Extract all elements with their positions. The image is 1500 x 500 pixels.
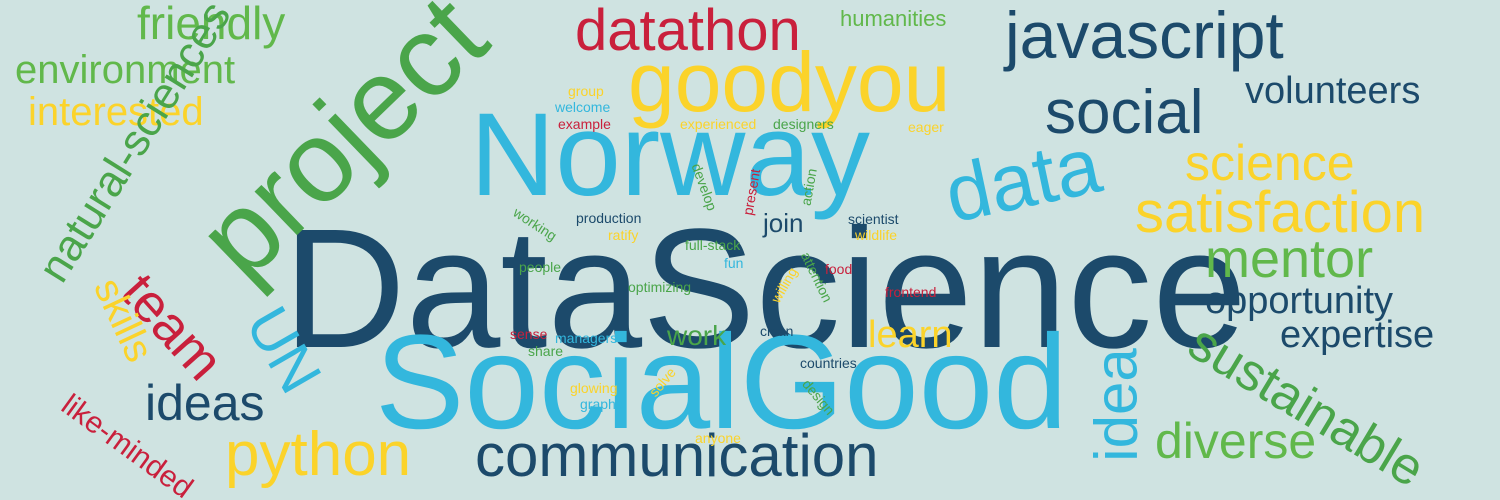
word-volunteers: volunteers (1245, 70, 1421, 112)
word-optimizing: optimizing (628, 279, 692, 295)
word-friendly: friendly (137, 0, 286, 49)
word-clean: clean (760, 323, 794, 339)
word-mentor: mentor (1205, 229, 1374, 289)
word-idea: idea (1082, 348, 1150, 462)
word-welcome: welcome (555, 99, 611, 115)
word-satisfaction: satisfaction (1135, 180, 1426, 245)
word-share: share (528, 343, 564, 359)
word-humanities: humanities (840, 6, 947, 31)
word-environment: environment (15, 48, 236, 92)
word-scientist: scientist (848, 211, 899, 227)
word-food: food (825, 261, 853, 277)
word-glowing: glowing (570, 380, 618, 396)
word-group: group (568, 83, 604, 99)
word-countries: countries (800, 355, 857, 371)
word-people: people (519, 259, 562, 275)
word-production: production (576, 210, 642, 226)
word-fun: fun (724, 255, 744, 271)
word-sense: sense (510, 326, 548, 342)
word-designers: designers (773, 116, 834, 132)
word-work: work (667, 320, 727, 351)
word-goodyou: goodyou (628, 35, 951, 129)
word-social: social (1045, 78, 1204, 147)
word-wildlife: wildlife (855, 227, 898, 243)
word-science: science (1185, 135, 1355, 191)
word-opportunity: opportunity (1205, 280, 1394, 322)
word-managers: managers (555, 330, 618, 346)
word-graphs: graphs (580, 396, 623, 412)
word-javascript: javascript (1005, 0, 1284, 72)
word-full-stack: full-stack (685, 237, 741, 253)
word-frontend: frontend (885, 284, 937, 300)
word-join: join (763, 208, 804, 238)
word-communication: communication (475, 422, 879, 489)
word-anyone: anyone (695, 430, 741, 446)
word-interested: interested (28, 90, 204, 134)
word-experienced: experienced (680, 116, 757, 132)
word-norway: Norway (470, 89, 870, 221)
word-datathon: datathon (575, 0, 801, 63)
word-expertise: expertise (1280, 314, 1435, 356)
word-diverse: diverse (1155, 413, 1317, 469)
word-ideas: ideas (145, 375, 265, 431)
word-datascience: DataScience (283, 194, 1247, 384)
word-example: example (558, 116, 611, 132)
word-ratify: ratify (608, 227, 639, 243)
word-socialgood: SocialGood (375, 308, 1068, 457)
word-python: python (225, 420, 412, 489)
word-eager: eager (908, 119, 944, 135)
word-learn: learn (868, 314, 953, 356)
